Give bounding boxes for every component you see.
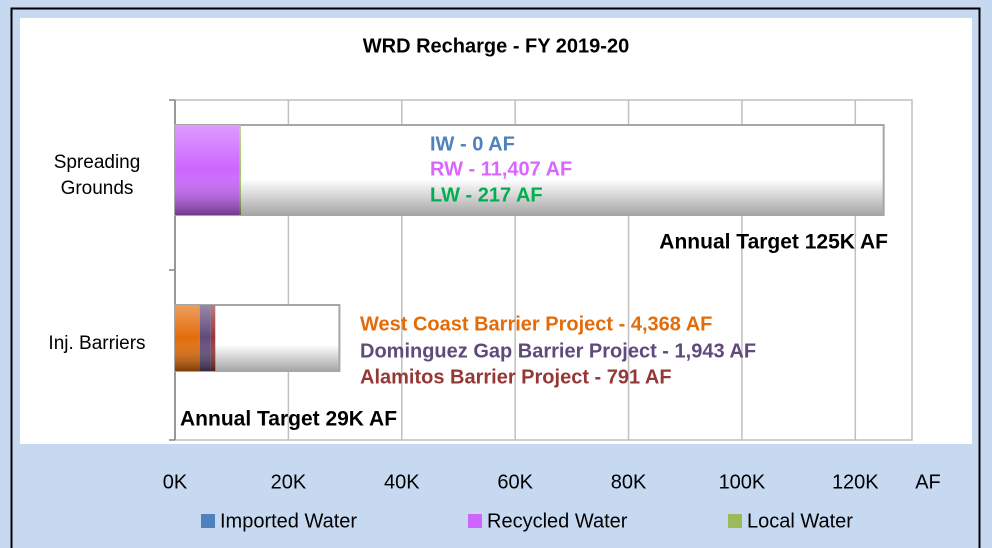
target-bar bbox=[174, 124, 885, 216]
x-tick-label: 100K bbox=[719, 471, 766, 493]
data-label: IW - 0 AF bbox=[430, 133, 515, 155]
bar-shade bbox=[210, 305, 216, 371]
x-tick-label: 120K bbox=[832, 471, 879, 493]
data-label: LW - 217 AF bbox=[430, 184, 543, 206]
bar-shade bbox=[239, 125, 241, 215]
x-tick-label: 60K bbox=[497, 471, 533, 493]
legend-label: Local Water bbox=[747, 510, 853, 532]
bar-shade bbox=[175, 305, 200, 371]
legend-swatch bbox=[728, 514, 742, 528]
y-tick-label: Inj. Barriers bbox=[48, 333, 146, 354]
legend-label: Recycled Water bbox=[487, 510, 628, 532]
target-label: Annual Target 29K AF bbox=[180, 408, 397, 431]
x-axis-title: AF bbox=[915, 471, 941, 493]
x-tick-label: 20K bbox=[271, 471, 307, 493]
data-label: RW - 11,407 AF bbox=[430, 158, 572, 180]
legend-swatch bbox=[201, 514, 215, 528]
y-tick-label: Spreading Grounds bbox=[53, 152, 141, 199]
target-label: Annual Target 125K AF bbox=[659, 231, 888, 254]
x-tick-label: 80K bbox=[611, 471, 647, 493]
data-label: Dominguez Gap Barrier Project - 1,943 AF bbox=[360, 340, 756, 362]
bar-shade bbox=[175, 125, 240, 215]
frame bbox=[10, 7, 981, 548]
data-label: West Coast Barrier Project - 4,368 AF bbox=[360, 313, 712, 335]
legend-label: Imported Water bbox=[220, 510, 357, 532]
bar-shade bbox=[199, 305, 211, 371]
x-tick-label: 40K bbox=[384, 471, 420, 493]
chart-area bbox=[20, 18, 972, 444]
x-tick-label: 0K bbox=[163, 471, 188, 493]
chart-title: WRD Recharge - FY 2019-20 bbox=[363, 35, 629, 57]
legend-swatch bbox=[468, 514, 482, 528]
data-label: Alamitos Barrier Project - 791 AF bbox=[360, 366, 672, 388]
